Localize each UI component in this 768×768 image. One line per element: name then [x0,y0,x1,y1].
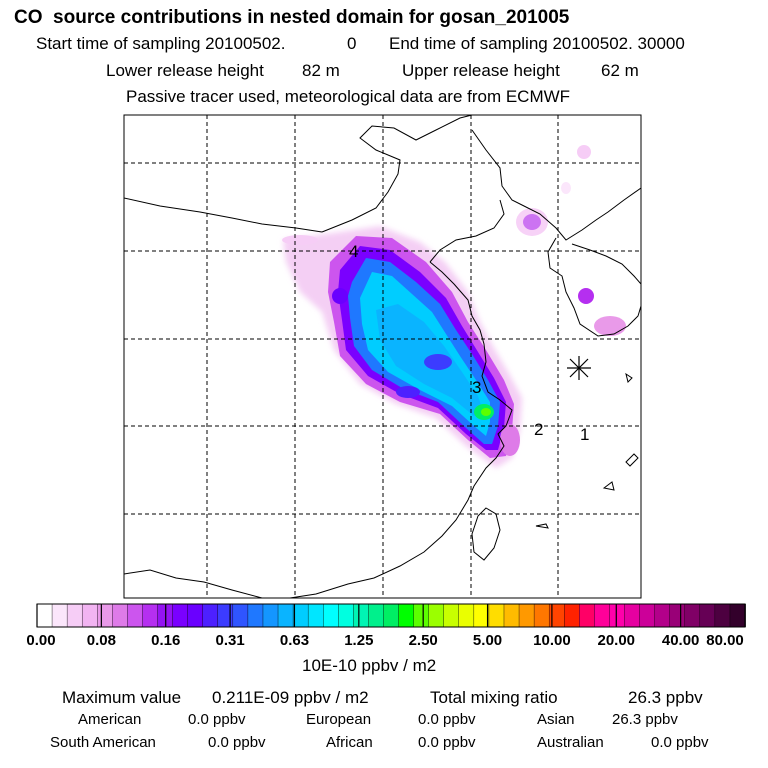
marker-4: 4 [349,242,358,261]
colorbar-cell [383,603,400,628]
colorbar-cell [81,603,99,628]
colorbar-cell [714,603,731,628]
map-frame [123,114,642,599]
region-name: Australian [537,734,604,751]
colorbar-tick-label: 0.16 [151,632,181,649]
page-title: CO source contributions in nested domain… [14,7,570,28]
colorbar-tick-label: 40.00 [661,632,700,649]
region-value: 0.0 ppbv [418,734,476,751]
region-name: American [78,711,142,728]
colorbar-cell [503,603,520,628]
region-name: Asian [537,711,575,728]
colorbar-cell [262,603,279,628]
marker-2: 2 [534,420,543,439]
colorbar-tick-label: 10.00 [533,632,571,649]
colorbar-cell [428,603,445,628]
colorbar-cell [307,603,325,628]
colorbar-tick-label: 0.63 [279,632,310,649]
colorbar-tick-label: 20.00 [597,632,636,649]
region-value: 26.3 ppbv [612,711,678,728]
colorbar-cell [277,603,294,628]
colorbar-cell [609,603,626,628]
colorbar-cell [669,603,686,628]
colorbar-tick-label: 2.50 [408,632,438,649]
colorbar-cell [594,603,611,628]
lower-release-label: Lower release height [106,61,264,80]
colorbar-cell [443,603,460,628]
colorbar-cell [292,603,309,628]
colorbar-cell [323,603,340,628]
colorbar-cell [51,603,68,628]
region-value: 0.0 ppbv [651,734,709,751]
upper-release-value: 62 m [601,61,639,80]
colorbar-cell [488,603,505,628]
region-value: 0.0 ppbv [188,711,246,728]
colorbar-cell [729,603,746,628]
colorbar-cell [202,603,219,628]
coastline-layer [124,115,641,598]
marker-1: 1 [580,425,589,444]
colorbar-cell [247,603,264,628]
colorbar-cell [36,603,53,628]
upper-release-label: Upper release height [402,61,560,80]
colorbar-cell [187,603,204,628]
colorbar-cells [36,603,746,628]
marker-3: 3 [472,378,481,397]
colorbar-tick-label: 0.08 [86,632,116,649]
plume-layer [282,145,626,468]
colorbar-cell [112,603,129,628]
grid-lines [124,115,641,598]
colorbar-cell [368,603,385,628]
colorbar-cell [97,603,114,628]
colorbar-cell [518,603,535,628]
colorbar-cell [564,603,581,628]
colorbar-cell [353,603,370,628]
colorbar-tick-label: 1.25 [344,632,374,649]
colorbar-cell [66,603,83,628]
colorbar-cell [413,603,430,628]
colorbar-cell [458,603,475,628]
colorbar-tick-label: 5.00 [472,632,503,649]
region-name: African [326,734,373,751]
tracer-note: Passive tracer used, meteorological data… [126,87,571,106]
colorbar-cell [684,603,701,628]
total-mixing-label: Total mixing ratio [430,688,558,707]
colorbar-tick-label: 0.00 [26,632,56,649]
colorbar-unit: 10E-10 ppbv / m2 [302,656,437,675]
colorbar-cell [217,603,234,628]
colorbar-tick-label: 80.00 [706,632,744,649]
colorbar-cell [699,603,716,628]
colorbar-cell [338,603,355,628]
colorbar-cell [533,603,550,628]
max-value-label: Maximum value [62,688,182,707]
lower-release-value: 82 m [302,61,340,80]
start-time-label: Start time of sampling 20100502. [36,34,286,53]
colorbar-cell [142,603,159,628]
colorbar-cell [127,603,144,628]
colorbar-cell [232,603,249,628]
max-value: 0.211E-09 ppbv / m2 [212,688,369,707]
receptor-star-icon [567,356,591,380]
colorbar-cell [398,603,415,628]
colorbar-cell [654,603,671,628]
colorbar-major-ticks [36,604,746,627]
total-mixing-value: 26.3 ppbv [628,688,703,707]
start-time-value: 0 [347,34,357,53]
colorbar-cell [639,603,656,628]
colorbar-tick-label: 0.31 [215,632,245,649]
colorbar-cell [624,603,641,628]
region-name: European [306,711,372,728]
colorbar-cell [579,603,596,628]
end-time-label: End time of sampling 20100502. 30000 [389,34,685,53]
region-value: 0.0 ppbv [208,734,266,751]
region-name: South American [50,734,156,751]
colorbar-cell [172,603,189,628]
region-value: 0.0 ppbv [418,711,476,728]
